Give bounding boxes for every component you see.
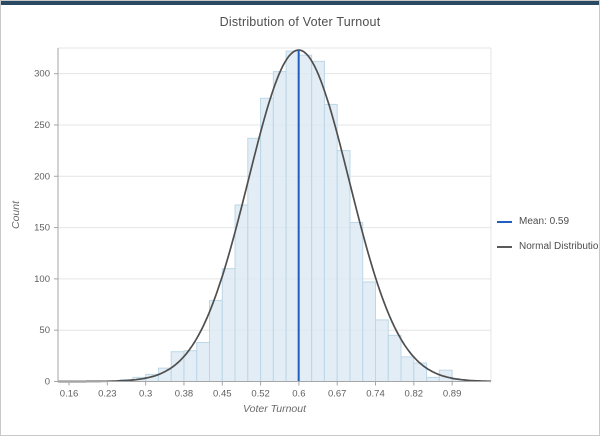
x-tick-label: 0.3 xyxy=(139,389,152,400)
histogram-bar[interactable] xyxy=(208,299,223,382)
normal-curve-swatch-icon xyxy=(497,245,512,248)
x-tick-label: 0.45 xyxy=(213,389,232,400)
histogram-bar[interactable] xyxy=(413,362,428,383)
x-tick-label: 0.74 xyxy=(366,389,385,400)
histogram-bar[interactable] xyxy=(336,150,351,382)
y-tick-label: 150 xyxy=(34,223,50,234)
legend-label-mean: Mean: 0.59 xyxy=(519,216,570,227)
histogram-bar[interactable] xyxy=(400,356,415,383)
histogram-bar[interactable] xyxy=(272,71,287,383)
legend: Mean: 0.59 Normal Distribution xyxy=(497,216,600,266)
histogram-bar[interactable] xyxy=(234,204,249,382)
histogram-bar[interactable] xyxy=(196,342,210,383)
mean-line-swatch-icon xyxy=(497,220,512,223)
x-tick-label: 0.38 xyxy=(175,389,194,400)
histogram-bar[interactable] xyxy=(285,50,300,382)
y-tick-label: 200 xyxy=(34,171,50,182)
y-tick-label: 0 xyxy=(45,377,50,388)
chart-title: Distribution of Voter Turnout xyxy=(219,15,381,29)
histogram-bar[interactable] xyxy=(260,97,274,383)
x-tick-label: 0.52 xyxy=(251,389,270,400)
legend-label-normal-distribution: Normal Distribution xyxy=(519,241,600,252)
histogram-bar[interactable] xyxy=(157,367,172,383)
x-tick-label: 0.23 xyxy=(98,389,117,400)
y-axis-title: Count xyxy=(10,200,22,230)
x-tick-label: 0.82 xyxy=(405,389,424,400)
histogram-bar[interactable] xyxy=(374,319,389,382)
legend-item-normal-distribution[interactable]: Normal Distribution xyxy=(497,241,600,252)
x-tick-label: 0.6 xyxy=(292,389,305,400)
histogram-bar[interactable] xyxy=(298,54,313,383)
y-tick-label: 300 xyxy=(34,69,50,80)
normal-curve-line xyxy=(58,49,492,383)
histogram-bar[interactable] xyxy=(349,221,364,382)
histogram-bar[interactable] xyxy=(311,60,325,383)
histogram-bar[interactable] xyxy=(426,376,440,383)
histogram-bar[interactable] xyxy=(362,281,376,382)
histogram-bar[interactable] xyxy=(387,334,402,383)
y-tick-label: 100 xyxy=(34,274,50,285)
top-accent-bar xyxy=(1,1,599,5)
x-axis-title: Voter Turnout xyxy=(242,403,307,415)
histogram-bar[interactable] xyxy=(221,268,236,382)
legend-item-mean[interactable]: Mean: 0.59 xyxy=(497,216,599,227)
x-tick-label: 0.67 xyxy=(328,389,347,400)
histogram-bar[interactable] xyxy=(323,103,338,382)
x-tick-label: 0.89 xyxy=(443,389,462,400)
y-tick-label: 250 xyxy=(34,120,50,131)
x-tick-label: 0.16 xyxy=(60,389,79,400)
y-tick-label: 50 xyxy=(39,325,50,336)
